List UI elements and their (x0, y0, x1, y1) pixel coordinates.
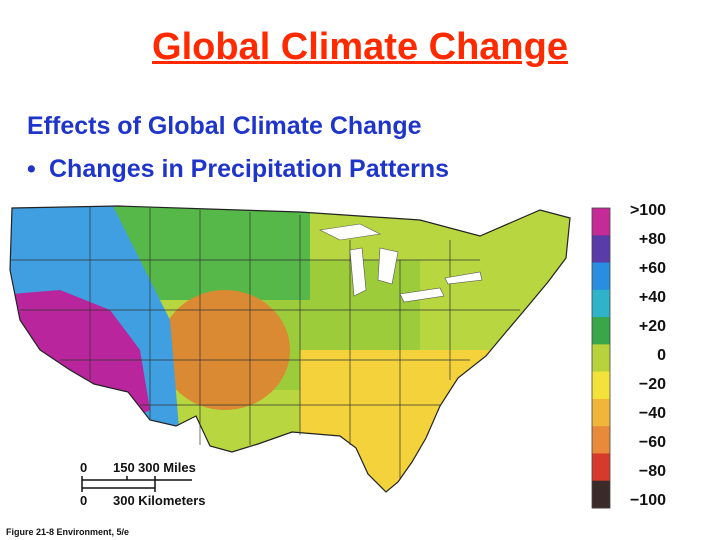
legend-label-1: +80 (638, 231, 666, 248)
legend-label-10: −100 (629, 492, 666, 509)
legend-swatch (592, 453, 610, 482)
scale-miles-150: 150 (113, 460, 135, 475)
region-northeast (420, 206, 570, 330)
legend-label-4: +20 (638, 318, 666, 335)
legend-label-9: −80 (638, 463, 666, 480)
scale-miles-300: 300 Miles (138, 460, 196, 475)
legend-swatch (592, 289, 610, 318)
precipitation-map (9, 205, 611, 509)
legend-border (591, 207, 611, 509)
legend-label-2: +60 (638, 260, 666, 277)
legend-swatch (592, 426, 610, 454)
legend-swatch (592, 371, 610, 400)
legend-swatch (592, 398, 610, 427)
slide-title: Global Climate Change (152, 26, 568, 68)
legend-label-5: 0 (657, 347, 666, 364)
great-lakes (319, 223, 483, 303)
legend-label-7: −40 (638, 405, 666, 422)
legend-label-8: −60 (638, 434, 666, 451)
legend-swatch (592, 208, 610, 236)
bullet-icon: • (27, 155, 36, 183)
slide-subtitle: Effects of Global Climate Change (27, 112, 422, 140)
legend-label-6: −20 (638, 376, 666, 393)
figure-caption: Figure 21-8 Environment, 5/e (6, 527, 130, 537)
bullet-item: • Changes in Precipitation Patterns (27, 155, 449, 184)
region-southern-plains (160, 290, 290, 410)
scale-miles-0: 0 (80, 460, 88, 475)
legend-swatch (592, 262, 610, 291)
us-outline (9, 205, 571, 493)
legend-label-0: >100 (629, 202, 666, 219)
legend-swatch (592, 317, 610, 345)
legend-label-3: +40 (638, 289, 666, 306)
legend-colorbar (591, 207, 611, 509)
bullet-text: Changes in Precipitation Patterns (49, 155, 450, 183)
scale-km-0: 0 (80, 493, 88, 508)
legend-swatch (592, 344, 610, 373)
legend-swatch (592, 235, 610, 264)
legend-swatch (592, 480, 610, 509)
state-borders (10, 206, 520, 480)
scale-km-300: 300 Kilometers (113, 493, 206, 508)
